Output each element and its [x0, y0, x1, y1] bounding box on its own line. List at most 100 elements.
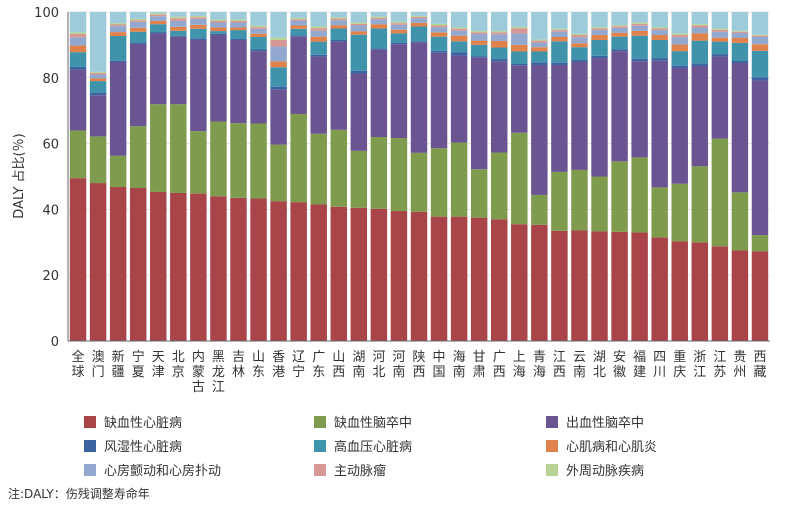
- bar-segment: [511, 51, 528, 64]
- bar-segment: [430, 25, 448, 28]
- bar-segment: [450, 27, 468, 29]
- bar-segment: [150, 12, 167, 14]
- bar-segment: [711, 31, 729, 38]
- bar-segment: [651, 30, 668, 36]
- x-tick-label: 内蒙古: [192, 349, 205, 395]
- bar-segment: [491, 34, 508, 41]
- axes: [67, 12, 770, 342]
- bar-segment: [170, 18, 187, 21]
- bar-segment: [671, 51, 688, 66]
- bar-segment: [210, 19, 227, 21]
- bar-segment: [310, 41, 327, 55]
- bar-segment: [651, 35, 668, 40]
- bar-segment: [551, 64, 568, 172]
- bar-segment: [150, 24, 167, 33]
- bar-segment: [170, 104, 187, 193]
- bar-segment: [89, 95, 107, 137]
- bar-segment: [109, 60, 127, 63]
- bar-segment: [450, 52, 468, 56]
- bar-segment: [390, 29, 408, 34]
- x-tick-label: 香港: [272, 350, 285, 380]
- bar-segment: [430, 32, 448, 37]
- bar-segment: [330, 17, 347, 19]
- x-tick-label: 新疆: [112, 349, 125, 380]
- bar-segment: [210, 33, 227, 36]
- bar-segment: [170, 192, 187, 341]
- bar-segment: [531, 47, 548, 52]
- bar-segment: [370, 49, 388, 138]
- bar-segment: [129, 21, 147, 28]
- bar-segment: [470, 40, 488, 45]
- bar-segment: [190, 193, 207, 341]
- bar-segment: [330, 25, 347, 29]
- bar-segment: [531, 194, 548, 225]
- bar-segment: [651, 58, 668, 61]
- bar-segment: [290, 19, 307, 21]
- bar-segment: [89, 74, 107, 79]
- bar-segment: [310, 36, 327, 42]
- bar-segment: [551, 12, 568, 29]
- bar-segment: [150, 33, 167, 105]
- bar-segment: [190, 15, 207, 18]
- bar-segment: [170, 20, 187, 27]
- x-tick-label: 福建: [633, 350, 646, 380]
- bar-segment: [691, 12, 709, 25]
- bar-segment: [109, 62, 127, 156]
- bar-segment: [731, 30, 749, 32]
- bar-segment: [531, 62, 548, 65]
- bar-segment: [551, 41, 568, 63]
- bar-segment: [190, 38, 207, 40]
- bar-segment: [170, 26, 187, 31]
- bar-segment: [109, 12, 127, 24]
- bar-segment: [410, 42, 428, 153]
- bar-segment: [711, 37, 729, 42]
- bar-segment: [109, 26, 127, 33]
- x-tick-label: 江苏: [713, 350, 726, 380]
- bar-segment: [89, 136, 107, 184]
- bar-segment: [330, 41, 347, 130]
- bar-segment: [691, 27, 709, 34]
- bar-segment: [430, 27, 448, 33]
- bar-segment: [430, 50, 448, 53]
- x-tick-label: 河北: [372, 350, 385, 380]
- bar-segment: [210, 196, 227, 341]
- bar-segment: [410, 15, 428, 17]
- bar-segment: [350, 31, 368, 35]
- bar-segment: [531, 42, 548, 48]
- bar-segment: [330, 18, 347, 21]
- bar-segment: [69, 34, 87, 38]
- bar-segment: [491, 61, 508, 153]
- x-tick-label: 河南: [392, 350, 405, 380]
- bar-segment: [350, 70, 368, 74]
- bar-segment: [210, 20, 227, 23]
- bar-segment: [651, 60, 668, 188]
- bar-segment: [190, 18, 207, 25]
- bar-segment: [671, 183, 688, 242]
- bar-segment: [250, 198, 267, 341]
- bar-segment: [109, 187, 127, 341]
- bar-segment: [190, 28, 207, 39]
- bar-segment: [350, 207, 368, 341]
- bar-segment: [350, 73, 368, 151]
- bar-segment: [109, 24, 127, 27]
- bar-segment: [290, 35, 307, 37]
- bar-segment: [631, 23, 648, 26]
- bar-segment: [551, 230, 568, 341]
- bar-segment: [631, 232, 648, 341]
- bar-segment: [691, 242, 709, 341]
- bar-segment: [491, 59, 508, 62]
- bar-segment: [230, 123, 247, 198]
- bar-segment: [571, 62, 588, 170]
- bar-segment: [531, 224, 548, 341]
- bar-segment: [631, 157, 648, 233]
- bar-segment: [390, 23, 408, 25]
- bar-segment: [631, 12, 648, 23]
- bar-segment: [150, 16, 167, 21]
- bar-segment: [330, 206, 347, 341]
- x-tick-label: 山西: [332, 350, 345, 380]
- bar-segment: [390, 44, 408, 138]
- bar-segment: [410, 152, 428, 212]
- bar-segment: [310, 204, 327, 341]
- x-tick-label: 浙江: [693, 350, 706, 380]
- bar-segment: [611, 161, 628, 232]
